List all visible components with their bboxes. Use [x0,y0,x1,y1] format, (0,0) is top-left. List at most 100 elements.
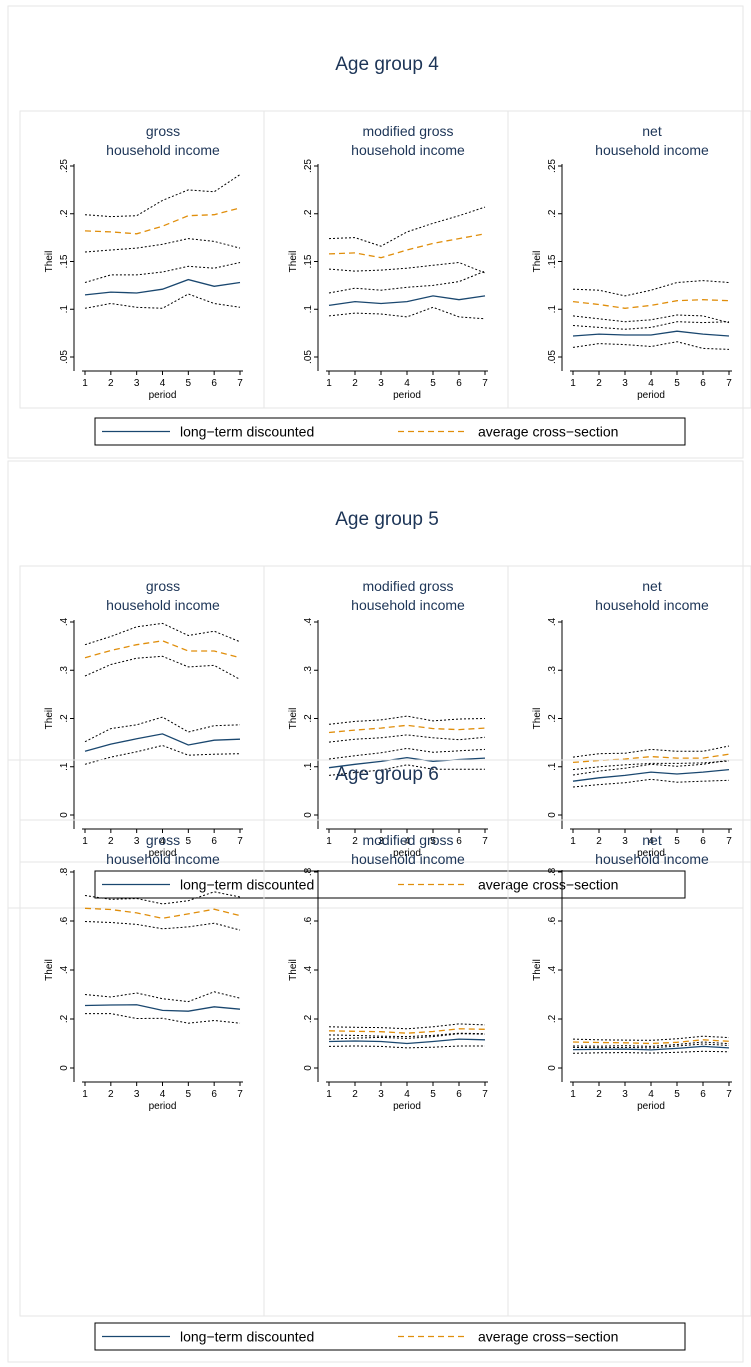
series-confidence-band [572,1050,730,1054]
panel-title-line2: household income [351,142,465,158]
x-tick-label: 4 [160,378,166,389]
y-tick-label: .25 [303,159,314,173]
x-tick-label: 5 [430,378,436,389]
legend: long−term discounted average cross−sectio… [94,870,686,899]
x-axis-label: period [637,1101,665,1112]
series-confidence-band [328,1032,486,1038]
y-tick-label: .05 [59,350,70,364]
panel-title-line1: net [642,832,662,848]
panel-title-line2: household income [106,142,220,158]
series-confidence-band [85,1013,241,1024]
y-tick-label: .2 [303,1014,314,1023]
series-long-term-discounted [84,1004,241,1012]
series-long-term-discounted [84,278,241,296]
series-long-term-discounted [572,330,730,337]
series-average-cross-section [328,233,486,259]
y-tick-label: .6 [547,916,558,925]
panel: modified gross household income .05 .1 .15 .2… [263,110,509,409]
x-tick-label: 6 [700,378,706,389]
series-long-term-discounted [572,1045,730,1051]
x-tick-label: 3 [622,378,628,389]
series-average-cross-section [328,1028,486,1034]
x-tick-label: 4 [404,836,410,847]
series-confidence-band [572,778,730,788]
x-axis-label: period [149,390,177,401]
x-tick-label: 2 [108,1089,114,1100]
panel: net household income .05 .1 .15 .2 .25 Theil 1 2 3… [507,110,751,409]
y-tick-label: .3 [303,666,314,675]
series-confidence-band [328,1033,486,1040]
panel-frame [507,819,751,1317]
series-average-cross-section [572,299,730,309]
panel-title-line2: household income [595,851,709,867]
y-tick-label: .4 [303,965,314,974]
panel-title-line1: modified gross [362,832,453,848]
y-tick-label: 0 [59,812,70,818]
x-tick-label: 2 [596,836,602,847]
y-tick-label: 0 [303,1065,314,1071]
series-average-cross-section [572,753,730,764]
y-axis-label: Theil [288,251,299,273]
x-tick-label: 1 [82,1089,88,1100]
x-tick-label: 3 [378,836,384,847]
y-tick-label: .3 [59,666,70,675]
y-tick-label: .2 [303,714,314,723]
y-tick-label: .4 [547,965,558,974]
series-average-cross-section [328,724,486,734]
series-average-cross-section [84,640,241,659]
x-tick-label: 2 [108,836,114,847]
x-tick-label: 6 [700,1089,706,1100]
y-tick-label: .4 [303,617,314,626]
series-confidence-band [328,261,486,274]
x-axis-label: period [393,848,421,859]
y-tick-label: .2 [547,714,558,723]
x-tick-label: 7 [237,378,243,389]
group-title: Age group 4 [335,54,439,75]
age-group-6: Age group 6 gross household income 0 .2 .4 .6.… [7,759,751,1363]
series-confidence-band [328,270,486,294]
series-confidence-band [84,716,241,743]
panel-title-line1: gross [146,123,180,139]
y-tick-label: 0 [547,1065,558,1071]
x-tick-label: 2 [108,378,114,389]
age-group-5: Age group 5 gross household income 0 .1 .2 .3.… [7,460,751,909]
y-axis-label: Theil [44,959,55,981]
x-axis-label: period [637,390,665,401]
x-tick-label: 1 [570,836,576,847]
y-tick-label: .15 [59,254,70,268]
panel-title-line2: household income [595,597,709,613]
x-axis-label: period [393,1101,421,1112]
panel-frame [507,110,751,409]
x-tick-label: 5 [430,1089,436,1100]
x-tick-label: 6 [211,836,217,847]
series-confidence-band [84,921,241,931]
y-tick-label: .8 [303,867,314,876]
x-tick-label: 5 [186,1089,192,1100]
x-tick-label: 2 [352,836,358,847]
y-tick-label: .8 [547,867,558,876]
series-confidence-band [84,293,241,309]
series-confidence-band [328,306,486,320]
x-tick-label: 6 [456,378,462,389]
series-long-term-discounted [84,733,241,752]
x-tick-label: 6 [700,836,706,847]
x-tick-label: 1 [570,1089,576,1100]
group-frame [7,759,744,1363]
legend-solid-label: long−term discounted [180,1329,314,1345]
x-tick-label: 4 [160,836,166,847]
y-axis-label: Theil [532,959,543,981]
x-tick-label: 4 [160,1089,166,1100]
x-tick-label: 3 [134,378,140,389]
y-tick-label: .2 [59,1014,70,1023]
y-tick-label: .05 [547,350,558,364]
x-tick-label: 2 [352,1089,358,1100]
y-tick-label: .8 [59,867,70,876]
panel-title-line1: gross [146,578,180,594]
series-confidence-band [84,622,241,646]
series-confidence-band [84,174,241,218]
legend-dashed-label: average cross−section [478,424,618,440]
series-confidence-band [328,715,486,725]
y-tick-label: .1 [547,762,558,771]
x-tick-label: 5 [186,378,192,389]
legend: long−term discounted average cross−sectio… [94,1322,686,1351]
